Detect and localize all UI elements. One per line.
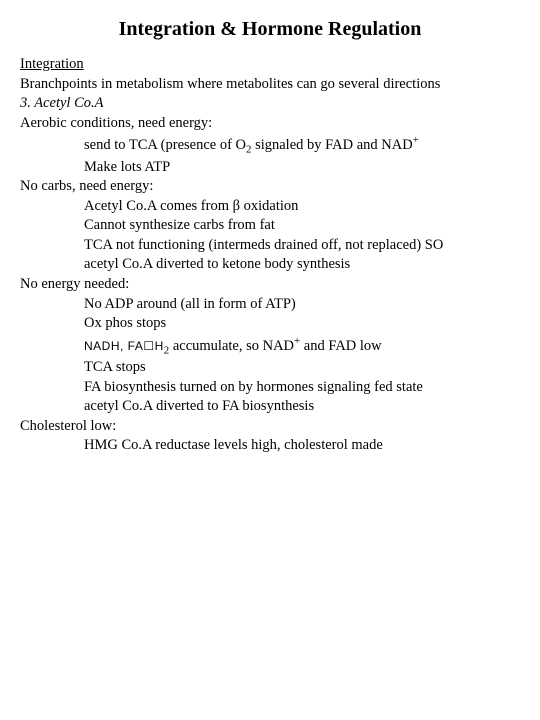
body-text: Cannot synthesize carbs from fat: [20, 216, 520, 236]
body-text: acetyl Co.A diverted to FA biosynthesis: [20, 397, 520, 417]
body-text: HMG Co.A reductase levels high, choleste…: [20, 436, 520, 456]
body-text: Make lots ATP: [20, 158, 520, 178]
item-heading: 3. Acetyl Co.A: [20, 94, 520, 114]
section-heading: Integration: [20, 55, 520, 75]
body-text: acetyl Co.A diverted to ketone body synt…: [20, 255, 520, 275]
body-text: Ox phos stops: [20, 314, 520, 334]
body-text: NADH, FA☐H2 accumulate, so NAD+ and FAD …: [20, 334, 520, 358]
body-text: Branchpoints in metabolism where metabol…: [20, 75, 520, 95]
body-text: send to TCA (presence of O2 signaled by …: [20, 133, 520, 157]
condition-heading: No energy needed:: [20, 275, 520, 295]
body-text: Acetyl Co.A comes from β oxidation: [20, 197, 520, 217]
condition-heading: No carbs, need energy:: [20, 177, 520, 197]
body-text: TCA stops: [20, 358, 520, 378]
page-title: Integration & Hormone Regulation: [20, 16, 520, 43]
body-text: FA biosynthesis turned on by hormones si…: [20, 378, 520, 398]
condition-heading: Aerobic conditions, need energy:: [20, 114, 520, 134]
condition-heading: Cholesterol low:: [20, 417, 520, 437]
body-text: TCA not functioning (intermeds drained o…: [20, 236, 520, 256]
body-text: No ADP around (all in form of ATP): [20, 295, 520, 315]
